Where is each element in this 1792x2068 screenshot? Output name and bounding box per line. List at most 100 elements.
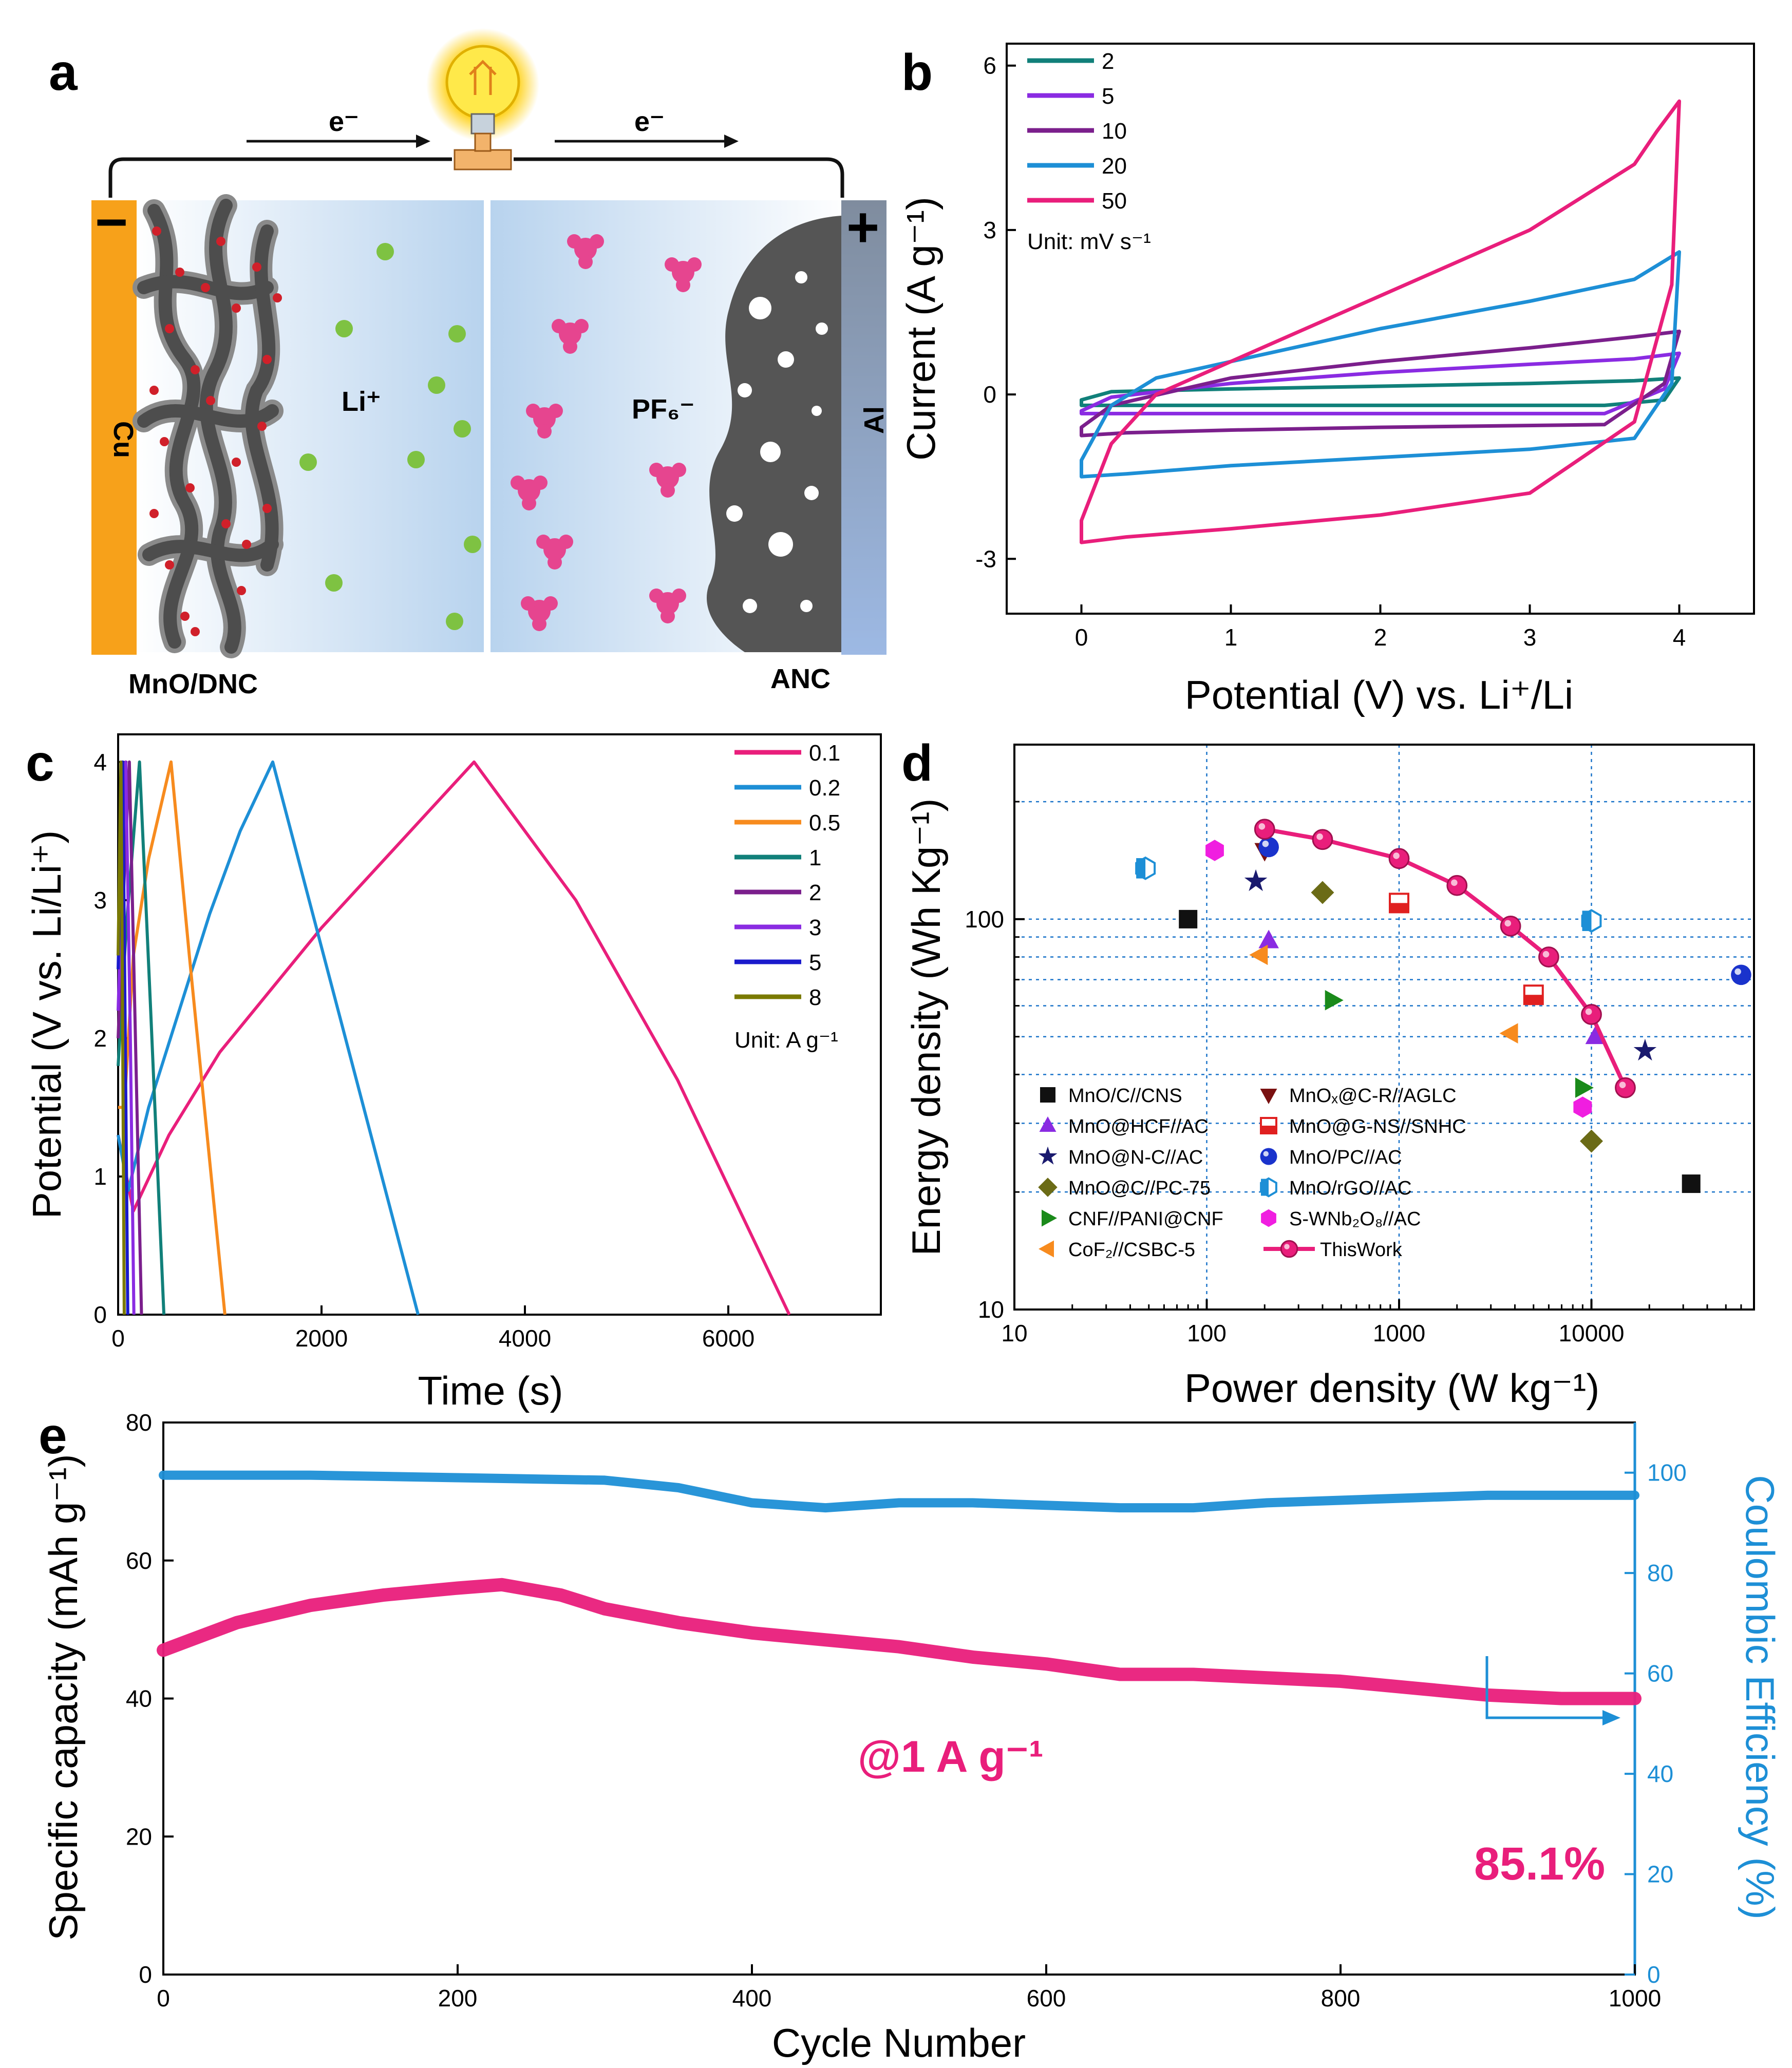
li-ion-particles xyxy=(299,243,481,630)
mno-particles xyxy=(149,226,282,636)
y-right-tick-label-e: 20 xyxy=(1647,1861,1673,1888)
legend-label-0.1: 0.1 xyxy=(809,741,840,766)
legend-swatch-MnO@G-NS//SNHC-fill xyxy=(1261,1126,1276,1133)
panel-label-c: c xyxy=(26,734,54,792)
cu-label: Cu xyxy=(108,421,139,458)
cv-curve-20 xyxy=(1080,250,1681,479)
point-MnO/PC//AC xyxy=(1731,964,1751,985)
point-ThisWork-shine xyxy=(1258,823,1266,830)
grid-d xyxy=(1014,745,1754,1310)
y-tick-label-c: 3 xyxy=(93,887,107,914)
legend-label-0.2: 0.2 xyxy=(809,775,840,801)
x-tick-label-e: 600 xyxy=(1027,1985,1066,2012)
y-tick-label-b: 6 xyxy=(983,52,996,79)
point-MnO@C//PC-75 xyxy=(1580,1129,1604,1153)
panel-label-b: b xyxy=(901,44,933,101)
y-tick-label-c: 4 xyxy=(93,749,107,775)
legend-label-ThisWork: ThisWork xyxy=(1320,1239,1403,1261)
electron-arrowhead-left xyxy=(416,135,430,148)
cathode-activated-carbon xyxy=(707,216,841,652)
efficiency-axis-arrow xyxy=(1485,1656,1602,1719)
legend-swatch-MnO@N-C//AC xyxy=(1038,1146,1058,1165)
x-axis-title-e: Cycle Number xyxy=(772,2020,1026,2065)
electron-arrowhead-right xyxy=(724,135,739,148)
y-tick-label-e: 60 xyxy=(126,1547,152,1574)
point-MnO@C//PC-75 xyxy=(1311,881,1334,904)
y-right-tick-label-e: 60 xyxy=(1647,1660,1673,1687)
legend-swatch-S-WNb₂O₈//AC xyxy=(1261,1209,1276,1227)
y-tick-label-c: 1 xyxy=(93,1163,107,1190)
panel-label-e: e xyxy=(39,1407,67,1465)
legend-swatch-ThisWork-shine xyxy=(1284,1244,1290,1249)
cv-curve-50 xyxy=(1080,99,1681,544)
x-tick-label-d: 10 xyxy=(1001,1320,1027,1346)
legend-label-MnO/PC//AC: MnO/PC//AC xyxy=(1289,1147,1402,1168)
point-CNF//PANI@CNF xyxy=(1575,1077,1594,1098)
y-tick-label-e: 20 xyxy=(126,1823,152,1850)
legend-label-S-WNb₂O₈//AC: S-WNb₂O₈//AC xyxy=(1289,1208,1421,1230)
y-right-tick-label-e: 40 xyxy=(1647,1760,1673,1787)
panel-d-ragone-plot: d 10 100 1000 10000 10 100 MnO/C//CNS MnOₓ@C-R… xyxy=(901,734,1755,1411)
copper-current-collector xyxy=(91,200,137,655)
gcd-curves xyxy=(117,760,791,1316)
point-MnO@HCF//AC xyxy=(1258,929,1279,948)
legend-label-2: 2 xyxy=(809,880,821,905)
y-axis-title-c: Potential (V vs. Li/Li⁺) xyxy=(24,830,69,1219)
legend-label-10: 10 xyxy=(1102,119,1127,144)
legend-swatch-MnO@HCF//AC xyxy=(1039,1116,1057,1132)
x-tick-label-c: 6000 xyxy=(702,1325,754,1352)
y-axis-title-e-left: Specific capacity (mAh g⁻¹) xyxy=(41,1454,86,1940)
point-ThisWork-shine xyxy=(1504,920,1512,927)
x-tick-label-c: 4000 xyxy=(499,1325,551,1352)
y-right-tick-label-e: 80 xyxy=(1647,1560,1673,1586)
y-right-tick-label-e: 0 xyxy=(1647,1961,1661,1988)
x-axis-title-d: Power density (W kg⁻¹) xyxy=(1184,1365,1599,1411)
point-ThisWork-shine xyxy=(1585,1008,1592,1015)
x-tick-label-b: 1 xyxy=(1224,624,1238,651)
x-tick-label-b: 3 xyxy=(1523,624,1537,651)
point-ThisWork-shine xyxy=(1542,951,1550,958)
y-tick-label-d: 100 xyxy=(965,906,1004,933)
point-ThisWork-shine xyxy=(1316,833,1323,840)
legend-label-5: 5 xyxy=(1102,84,1114,109)
electron-label-left: e⁻ xyxy=(329,106,359,137)
point-ThisWork xyxy=(1500,915,1521,937)
cycling-curve-left xyxy=(157,1578,1642,1705)
legend-swatch-CoF₂//CSBC-5 xyxy=(1039,1240,1054,1258)
y-tick-label-c: 2 xyxy=(93,1025,107,1052)
point-ThisWork xyxy=(1388,848,1410,869)
y-axis-title-e-right: Coulombic Efficiency (%) xyxy=(1738,1475,1783,1920)
x-tick-label-e: 0 xyxy=(157,1985,170,2012)
x-tick-label-d: 10000 xyxy=(1559,1320,1625,1346)
x-tick-label-e: 800 xyxy=(1321,1985,1361,2012)
x-tick-label-e: 200 xyxy=(438,1985,478,2012)
legend-label-CNF//PANI@CNF: CNF//PANI@CNF xyxy=(1068,1208,1223,1230)
point-ThisWork xyxy=(1254,819,1275,840)
plot-frame-d xyxy=(1013,744,1755,1311)
panel-b-cv-curves: b 0 1 2 3 4 -3 0 3 6 2 5 10 20 50 Unit: mV s⁻¹ Poten… xyxy=(898,43,1755,717)
point-ThisWork xyxy=(1446,875,1468,896)
legend-title-b: Unit: mV s⁻¹ xyxy=(1027,229,1151,254)
x-tick-label-d: 100 xyxy=(1187,1320,1227,1346)
panel-e-cycling: e 0 200 400 600 800 1000020406080020406080100… xyxy=(39,1407,1783,2065)
point-ThisWork-shine xyxy=(1619,1082,1626,1089)
legend-label-2: 2 xyxy=(1102,49,1114,74)
legend-label-MnO/rGO//AC: MnO/rGO//AC xyxy=(1289,1178,1412,1199)
point-MnO@G-NS//SNHC-fill xyxy=(1524,995,1543,1004)
point-MnO@N-C//AC xyxy=(1633,1038,1657,1061)
x-tick-label-e: 400 xyxy=(732,1985,772,2012)
negative-sign: − xyxy=(95,191,128,254)
legend-label-1: 1 xyxy=(809,845,821,870)
legend-label-20: 20 xyxy=(1102,154,1127,179)
positive-sign: + xyxy=(846,196,879,259)
al-label: Al xyxy=(859,406,890,434)
y-tick-label-e: 40 xyxy=(126,1685,152,1712)
point-S-WNb₂O₈//AC xyxy=(1573,1096,1592,1118)
gcd-curve-0.1 xyxy=(117,760,791,1316)
point-MnO/PC//AC-shine xyxy=(1262,840,1269,847)
legend-c: 0.1 0.2 0.5 1 2 3 5 8 xyxy=(734,741,840,1010)
ragone-points xyxy=(1135,819,1751,1193)
y-tick-label-e: 0 xyxy=(139,1961,152,1988)
cathode-label: ANC xyxy=(770,663,831,694)
pf6-ion-particles xyxy=(511,234,702,631)
